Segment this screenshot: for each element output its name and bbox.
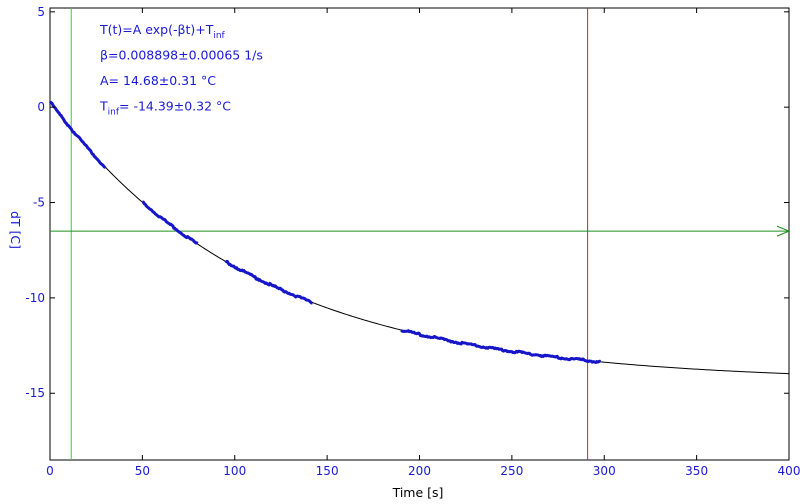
annotation-line: Tinf= -14.39±0.32 °C (99, 99, 231, 118)
data-series-segment (141, 200, 199, 245)
x-tick-label: 300 (593, 464, 616, 478)
x-tick-label: 0 (46, 464, 54, 478)
x-tick-label: 250 (500, 464, 523, 478)
y-tick-label: -5 (33, 196, 45, 210)
x-tick-label: 350 (685, 464, 708, 478)
annotation-text: A= 14.68±0.31 °C (100, 73, 216, 88)
annotation-subscript: inf (108, 108, 120, 118)
x-tick-label: 50 (135, 464, 150, 478)
annotation-text: T(t)=A exp(-βt)+T (99, 22, 214, 37)
y-tick-label: 0 (37, 100, 45, 114)
y-tick-label: -10 (25, 291, 45, 305)
data-series-segment (48, 100, 107, 169)
arrow-icon[interactable] (776, 225, 791, 237)
x-tick-label: 150 (316, 464, 339, 478)
data-series-segment (224, 259, 313, 305)
annotation-line: β=0.008898±0.00065 1/s (100, 48, 263, 63)
annotation-line: T(t)=A exp(-βt)+Tinf (99, 22, 226, 41)
x-axis-label: Time [s] (392, 485, 444, 500)
marker-lines[interactable] (50, 8, 791, 460)
y-axis-label: dT [C] (8, 211, 23, 249)
x-tick-label: 100 (223, 464, 246, 478)
y-tick-label: 5 (37, 5, 45, 19)
data-series-layer (48, 100, 602, 365)
annotation-text: T (99, 99, 108, 114)
x-tick-label: 400 (778, 464, 800, 478)
annotation-subscript: inf (213, 31, 225, 41)
annotation-text: β=0.008898±0.00065 1/s (100, 48, 263, 63)
x-tick-label: 200 (408, 464, 431, 478)
annotation-text: = -14.39±0.32 °C (119, 99, 231, 114)
annotation-line: A= 14.68±0.31 °C (100, 73, 216, 88)
y-tick-label: -15 (25, 386, 45, 400)
data-series-segment (400, 329, 602, 365)
